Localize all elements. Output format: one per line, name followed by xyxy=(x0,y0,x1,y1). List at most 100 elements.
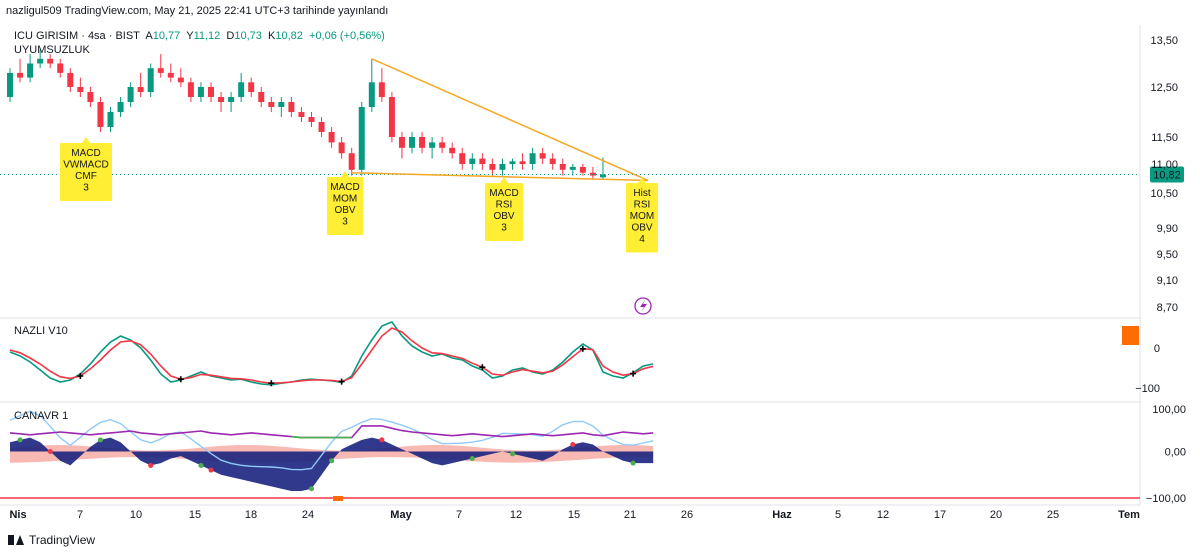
trendline-lower xyxy=(351,171,649,182)
candle xyxy=(157,68,164,73)
canavar-purple-line xyxy=(9,425,654,439)
candle xyxy=(398,137,405,148)
trendline-upper xyxy=(371,58,649,182)
annotation-text: MACD xyxy=(330,182,359,193)
annotation-text: MACD xyxy=(71,148,100,159)
annotation-pointer xyxy=(82,137,90,143)
x-tick-label: 15 xyxy=(189,509,201,521)
nazli-panel[interactable] xyxy=(9,321,1139,387)
symbol-legend: ICU GIRISIM · 4sa · BIST A10,77 Y11,12 D… xyxy=(14,30,385,56)
candle xyxy=(388,97,395,137)
candle xyxy=(549,158,556,164)
candle xyxy=(238,82,245,97)
candle xyxy=(87,92,94,102)
y-tick-label: 10,50 xyxy=(1150,188,1178,200)
annotation-pointer xyxy=(638,177,646,183)
tradingview-logo-text: TradingView xyxy=(29,533,96,547)
candle xyxy=(278,102,285,107)
x-tick-label: 15 xyxy=(568,509,580,521)
candle xyxy=(218,97,225,102)
candle xyxy=(57,63,64,73)
candle xyxy=(489,164,496,170)
annotation-text: 4 xyxy=(639,234,645,245)
candle xyxy=(569,166,576,170)
y-tick-label: 9,50 xyxy=(1157,249,1178,261)
candle xyxy=(167,72,174,78)
last-price-tag xyxy=(1150,166,1184,183)
canavar-dot xyxy=(570,442,576,448)
x-tick-label: 25 xyxy=(1047,509,1059,521)
y-tick-label: 9,90 xyxy=(1157,223,1178,235)
annotation-text: 3 xyxy=(342,217,348,228)
x-tick-label: Nis xyxy=(9,509,26,521)
canavar-y-tick: −100,00 xyxy=(1146,493,1186,505)
canavar-panel[interactable] xyxy=(0,410,1140,501)
canavar-area xyxy=(10,437,654,491)
nazli-cross-marker xyxy=(630,370,637,377)
x-tick-label: Tem xyxy=(1118,509,1140,521)
candle xyxy=(7,72,13,97)
candle xyxy=(37,58,44,64)
annotation-text: VWMACD xyxy=(63,160,109,171)
candle xyxy=(137,87,144,92)
y-tick-label: 9,10 xyxy=(1157,275,1178,287)
candle xyxy=(368,82,375,107)
candle xyxy=(539,153,546,159)
x-tick-label: 10 xyxy=(130,509,142,521)
annotation-box xyxy=(485,183,523,241)
low-label: D xyxy=(226,30,235,42)
canavar-dot xyxy=(309,486,314,492)
x-tick-label: 12 xyxy=(510,509,522,521)
y-tick-label: 13,50 xyxy=(1150,35,1178,47)
candle xyxy=(469,158,476,164)
alert-icon xyxy=(634,297,652,315)
nazli-title: NAZLI V10 xyxy=(14,325,68,337)
canavar-marker xyxy=(333,496,343,501)
candle xyxy=(288,102,295,112)
annotation-text: 3 xyxy=(83,183,89,194)
close-label: K xyxy=(268,30,276,42)
annotation-text: MOM xyxy=(630,211,654,222)
canavar-y-tick: 100,00 xyxy=(1152,404,1186,416)
nazli-cross-marker xyxy=(579,345,586,352)
axes: Nis 7 10 15 18 24 May 7 12 15 21 26 Haz 5 12 17 20 25 Tem 1… xyxy=(9,35,1186,521)
candle xyxy=(579,166,586,173)
canavar-dot xyxy=(208,467,214,473)
annotation-text: Hist xyxy=(633,188,650,199)
candle xyxy=(328,132,335,143)
alert-icon-bolt xyxy=(640,300,647,312)
tradingview-logo[interactable]: TradingView xyxy=(8,533,95,547)
x-tick-label: 5 xyxy=(835,509,841,521)
candle xyxy=(298,112,305,117)
x-tick-label: 18 xyxy=(245,509,257,521)
candle xyxy=(177,77,184,83)
candle xyxy=(499,164,506,170)
orange-indicator-box xyxy=(1122,326,1139,345)
candle xyxy=(559,164,566,170)
annotation-text: MOM xyxy=(333,194,357,205)
tradingview-logo-icon xyxy=(8,535,24,545)
high-value: 11,12 xyxy=(193,30,221,42)
nazli-y-tick: −100 xyxy=(1135,383,1160,395)
candle xyxy=(268,102,275,107)
study-name: UYUMSUZLUK xyxy=(14,44,90,56)
x-tick-label: 21 xyxy=(624,509,636,521)
canavar-dot xyxy=(198,462,204,468)
y-tick-label: 11,00 xyxy=(1151,159,1178,171)
y-tick-label: 12,50 xyxy=(1150,82,1178,94)
canavar-dot xyxy=(510,451,515,457)
x-tick-label: 26 xyxy=(681,509,693,521)
canavar-title: CANAVR 1 xyxy=(14,410,69,422)
annotation-text: 3 xyxy=(501,223,507,234)
x-tick-label: 24 xyxy=(302,509,314,521)
x-tick-label: 7 xyxy=(77,509,83,521)
candle xyxy=(509,161,516,164)
candle xyxy=(459,153,466,164)
nazli-series-line xyxy=(9,327,654,385)
canavar-green-segment xyxy=(291,435,352,439)
